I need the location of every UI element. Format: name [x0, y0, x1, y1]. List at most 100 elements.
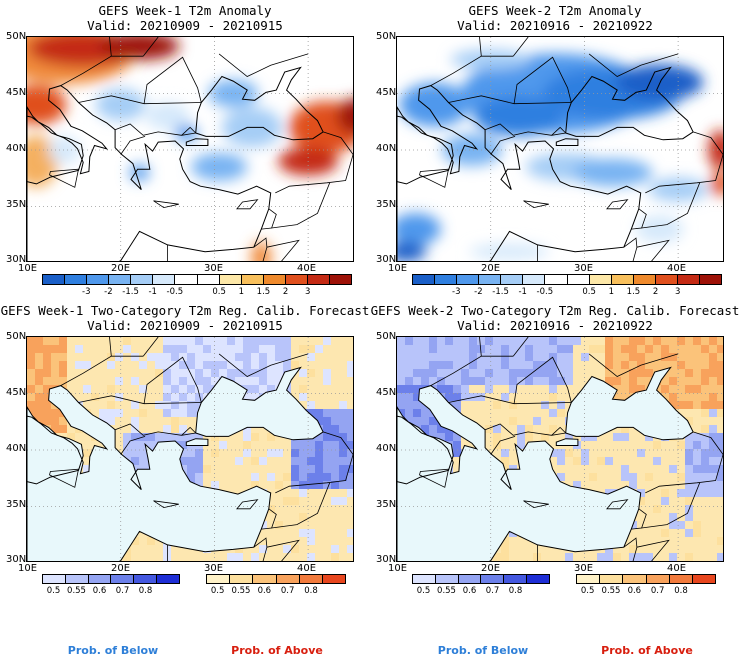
- lon-label: 10E: [18, 563, 38, 574]
- colorbar-swatch: [567, 275, 590, 284]
- colorbar-swatch: [413, 275, 436, 284]
- panel-valid: Valid: 20210909 - 20210915: [87, 18, 283, 33]
- colorbar-swatch: [197, 275, 220, 284]
- anomaly-colorbar: [42, 274, 352, 285]
- colorbar-swatch: [677, 275, 701, 284]
- colorbar-swatch: [299, 575, 323, 583]
- colorbar-tick-label: 0.8: [508, 586, 523, 596]
- lon-label: 40E: [667, 563, 687, 574]
- colorbar-swatch: [65, 575, 89, 583]
- colorbar-tick-label: -2: [104, 287, 113, 297]
- lat-label: 50N: [376, 331, 397, 342]
- colorbar-swatch: [623, 575, 647, 583]
- panel-valid: Valid: 20210916 - 20210922: [457, 318, 653, 333]
- colorbar-tick-label: -2: [474, 287, 483, 297]
- map-week2-prob: [396, 336, 724, 562]
- colorbar-swatch: [88, 575, 112, 583]
- colorbar-tick-label: 2: [652, 287, 659, 297]
- colorbar-tick-label: 0.8: [674, 586, 688, 596]
- colorbar-tick-label: 2: [282, 287, 289, 297]
- colorbar-swatch: [43, 575, 66, 583]
- colorbar-tick-label: 0.55: [601, 586, 621, 596]
- panel-title: GEFS Week-2 Two-Category T2m Reg. Calib.…: [370, 303, 740, 318]
- colorbar-tick-label: 0.7: [280, 586, 295, 596]
- colorbar-swatch: [669, 575, 693, 583]
- colorbar-swatch: [633, 275, 656, 284]
- colorbar-tick-label: -1.5: [122, 287, 139, 297]
- colorbar-tick-label: -0.5: [166, 287, 184, 297]
- colorbar-tick-label: 0.55: [67, 586, 86, 596]
- lon-label: 30E: [574, 263, 594, 274]
- legend-prob-above: Prob. of Above: [231, 644, 323, 657]
- lat-label: 35N: [376, 499, 397, 510]
- map-week2-anomaly: [396, 36, 724, 262]
- lat-label: 50N: [376, 31, 397, 42]
- colorbar-swatch: [435, 275, 458, 284]
- panel-title: GEFS Week-2 T2m Anomaly: [468, 3, 642, 18]
- colorbar-tick-label: 0.5: [210, 586, 225, 596]
- lon-label: 20E: [481, 263, 501, 274]
- lat-label: 45N: [6, 87, 27, 98]
- lon-label: 10E: [388, 263, 408, 274]
- lat-label: 50N: [6, 31, 27, 42]
- lat-label: 50N: [6, 331, 27, 342]
- panel-title: GEFS Week-1 Two-Category T2m Reg. Calib.…: [0, 303, 370, 318]
- colorbar-tick-label: -1.5: [492, 287, 509, 297]
- lat-label: 30N: [376, 254, 397, 265]
- colorbar-swatch: [285, 275, 308, 284]
- panel-title: GEFS Week-1 T2m Anomaly: [98, 3, 272, 18]
- colorbar-tick-label: 0.6: [92, 586, 107, 596]
- panel-valid: Valid: 20210916 - 20210922: [457, 18, 653, 33]
- colorbar-tick-label: 0.55: [437, 586, 456, 596]
- colorbar-swatch: [435, 575, 459, 583]
- lon-label: 40E: [297, 263, 317, 274]
- lon-label: 10E: [18, 263, 38, 274]
- lat-label: 30N: [6, 554, 27, 565]
- colorbar-swatch: [481, 575, 505, 583]
- colorbar-tick-label: 0.55: [231, 586, 251, 596]
- panel-valid: Valid: 20210909 - 20210915: [87, 318, 283, 333]
- colorbar-tick-label: -3: [452, 287, 461, 297]
- map-week1-anomaly: [26, 36, 354, 262]
- lat-label: 45N: [6, 387, 27, 398]
- lat-label: 40N: [6, 143, 27, 154]
- legend-prob-below: Prob. of Below: [67, 644, 159, 657]
- prob-below-colorbar: [412, 574, 550, 584]
- colorbar-swatch: [153, 275, 176, 284]
- lat-label: 35N: [376, 199, 397, 210]
- colorbar-swatch: [692, 575, 716, 583]
- colorbar-swatch: [504, 575, 528, 583]
- colorbar-swatch: [545, 275, 568, 284]
- colorbar-swatch: [413, 575, 436, 583]
- colorbar-tick-label: 0.6: [257, 586, 272, 596]
- colorbar-tick-label: 0.7: [650, 586, 665, 596]
- lon-label: 30E: [204, 563, 224, 574]
- lat-label: 40N: [376, 443, 397, 454]
- colorbar-tick-label: 1.5: [626, 287, 641, 297]
- map-week1-prob: [26, 336, 354, 562]
- prob-below-colorbar: [42, 574, 180, 584]
- colorbar-tick-label: 0.5: [46, 586, 61, 596]
- colorbar-swatch: [589, 275, 612, 284]
- lat-label: 30N: [6, 254, 27, 265]
- colorbar-tick-label: 0.5: [416, 586, 431, 596]
- colorbar-swatch: [207, 575, 231, 583]
- lat-label: 35N: [6, 199, 27, 210]
- colorbar-swatch: [646, 575, 670, 583]
- colorbar-swatch: [479, 275, 502, 284]
- legend-prob-below: Prob. of Below: [437, 644, 529, 657]
- colorbar-swatch: [307, 275, 331, 284]
- colorbar-swatch: [276, 575, 300, 583]
- colorbar-tick-label: 1: [608, 287, 614, 297]
- colorbar-swatch: [501, 275, 524, 284]
- lat-label: 45N: [376, 387, 397, 398]
- colorbar-tick-label: 0.6: [627, 586, 642, 596]
- colorbar-swatch: [655, 275, 678, 284]
- colorbar-swatch: [219, 275, 242, 284]
- colorbar-swatch: [611, 275, 634, 284]
- colorbar-tick-label: 0.7: [485, 586, 500, 596]
- lat-label: 45N: [376, 87, 397, 98]
- colorbar-swatch: [322, 575, 346, 583]
- colorbar-tick-label: 0.5: [582, 287, 596, 297]
- colorbar-swatch: [458, 575, 482, 583]
